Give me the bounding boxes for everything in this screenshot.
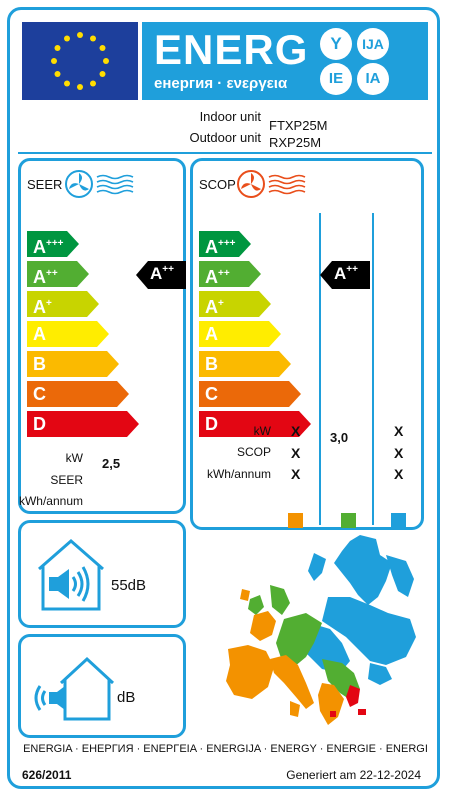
cooling-class-letter: B — [33, 354, 46, 374]
heating-class-arrow: B — [199, 351, 291, 377]
outdoor-speaker-house-icon — [34, 656, 115, 721]
heating-class-sup: +++ — [218, 238, 236, 249]
eu-stars-icon — [51, 32, 109, 90]
heating-rating-sup: ++ — [346, 264, 358, 275]
indoor-noise-value: 55dB — [111, 577, 147, 594]
indoor-unit-value: FTXP25M — [269, 118, 328, 133]
seer-label: SEER — [50, 473, 83, 487]
footer-languages: ENERGIA · ЕНЕРГИЯ · ΕΝΕΡΓΕΙΑ · ENERGIJA … — [23, 743, 428, 755]
cooling-class-arrow: A+++ — [27, 231, 79, 257]
heating-class-letter: A — [205, 267, 218, 287]
heating-kw-label: kW — [253, 424, 271, 438]
cooling-class-letter: A — [33, 324, 46, 344]
energy-word: ENERG — [154, 26, 309, 73]
cooling-class-letter: A — [33, 297, 46, 317]
energy-subtitle: енергия · ενεργεια — [154, 75, 288, 92]
cooling-class-letter: C — [33, 384, 46, 404]
language-badge: IJA — [357, 28, 389, 60]
cooling-fan-icon — [65, 170, 134, 198]
heating-class-arrow: C — [199, 381, 301, 407]
colder-kw-value: X — [394, 423, 404, 439]
outdoor-noise-panel: dB — [18, 634, 186, 738]
cooling-class-sup: ++ — [46, 268, 58, 279]
cooling-rating-sup: ++ — [162, 264, 174, 275]
outdoor-unit-value: RXP25M — [269, 135, 322, 150]
scop-label: SCOP — [236, 445, 271, 459]
heating-class-letter: A — [205, 324, 218, 344]
heating-class-arrow: A — [199, 321, 281, 347]
warmer-scop-value: X — [291, 445, 301, 461]
heating-kwh-label: kWh/annum — [206, 467, 271, 481]
cooling-class-arrow: A — [27, 321, 109, 347]
heating-rating-badge: A++ — [320, 261, 370, 289]
cooling-rating-badge: A++ — [136, 261, 186, 289]
colder-kwh-value: X — [394, 466, 404, 482]
energy-header: ENERG енергия · ενεργεια Y IJA IE IA — [142, 22, 428, 100]
cooling-panel: SEER A+++ A++ A+ A B C D A++ kW 2,5 SEER kWh/a… — [18, 158, 186, 514]
cooling-class-arrow: B — [27, 351, 119, 377]
heating-class-arrow: A+ — [199, 291, 271, 317]
cooling-class-letter: A — [33, 267, 46, 287]
cooling-kw-label: kW — [65, 451, 83, 465]
colder-scop-value: X — [394, 445, 404, 461]
heating-class-sup: + — [218, 298, 224, 309]
cooling-class-letter: A — [33, 237, 46, 257]
heating-rating-letter: A — [334, 264, 347, 283]
warmer-kw-value: X — [291, 423, 301, 439]
cooling-rating-letter: A — [150, 264, 163, 283]
language-badge: IA — [357, 63, 389, 95]
heating-class-sup: ++ — [218, 268, 230, 279]
cooling-class-letter: D — [33, 414, 46, 434]
heating-class-letter: D — [205, 414, 218, 434]
heating-class-letter: A — [205, 297, 218, 317]
heating-class-letter: A — [205, 237, 218, 257]
zone-divider — [372, 213, 374, 525]
heating-class-arrow: A++ — [199, 261, 261, 287]
language-badge: Y — [320, 28, 352, 60]
europe-climate-map — [226, 535, 416, 725]
cooling-class-arrow: C — [27, 381, 129, 407]
heating-class-arrow: A+++ — [199, 231, 251, 257]
indoor-noise-panel: 55dB — [18, 520, 186, 628]
average-zone-swatch — [341, 513, 356, 528]
indoor-unit-label: Indoor unit — [199, 109, 261, 124]
scop-title: SCOP — [199, 177, 236, 192]
eu-flag — [22, 22, 138, 100]
generated-date: Generiert am 22-12-2024 — [286, 768, 421, 782]
cooling-class-arrow: A+ — [27, 291, 99, 317]
warmer-kwh-value: X — [291, 466, 301, 482]
header-divider — [18, 152, 432, 154]
heating-fan-icon — [237, 170, 306, 198]
regulation-number: 626/2011 — [22, 768, 72, 782]
seer-title: SEER — [27, 177, 63, 192]
cooling-kw-value: 2,5 — [102, 456, 121, 471]
label-frame — [7, 7, 440, 789]
outdoor-noise-value: dB — [117, 689, 136, 706]
heating-class-letter: C — [205, 384, 218, 404]
heating-class-letter: B — [205, 354, 218, 374]
cooling-class-arrow: A++ — [27, 261, 89, 287]
language-badge: IE — [320, 63, 352, 95]
zone-divider — [319, 213, 321, 525]
warmer-zone-swatch — [288, 513, 303, 528]
heating-panel: SCOP A+++ A++ A+ A B C D A++ kW SCOP kWh/annum… — [190, 158, 424, 530]
outdoor-unit-label: Outdoor unit — [189, 130, 261, 145]
cooling-class-sup: + — [46, 298, 52, 309]
cooling-kwh-label: kWh/annum — [18, 494, 83, 508]
cooling-class-sup: +++ — [46, 238, 64, 249]
colder-zone-swatch — [391, 513, 406, 528]
indoor-speaker-house-icon — [38, 539, 104, 611]
heating-class-arrow: D — [199, 411, 311, 437]
cooling-class-arrow: D — [27, 411, 139, 437]
average-kw-value: 3,0 — [330, 430, 349, 445]
